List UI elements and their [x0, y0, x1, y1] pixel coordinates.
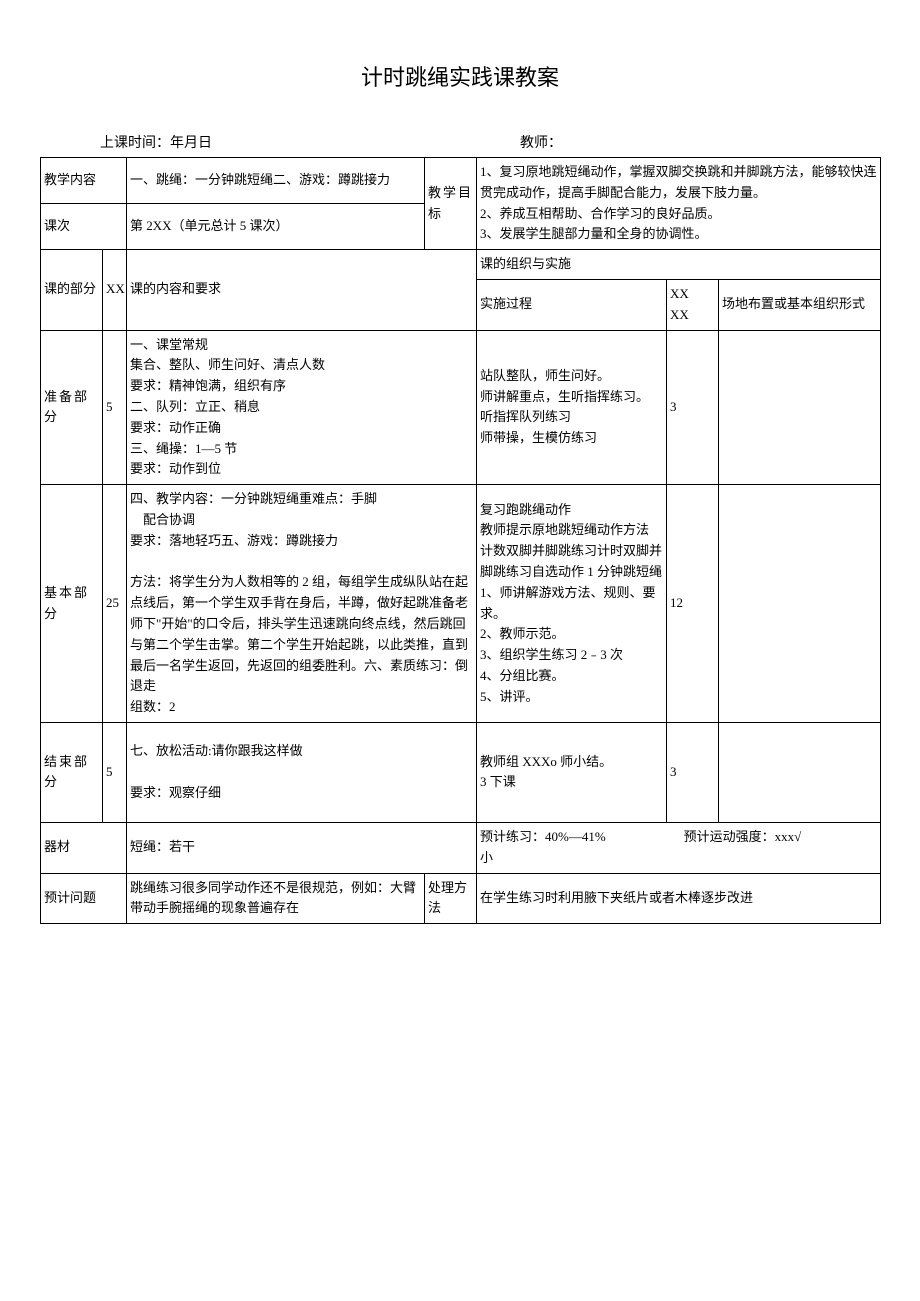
page-title: 计时跳绳实践课教案: [40, 60, 880, 92]
lesson-number: 第 2XX（单元总计 5 课次）: [127, 204, 425, 250]
label-content-req: 课的内容和要求: [127, 250, 477, 330]
label-part: 课的部分: [41, 250, 103, 330]
equip-right: 预计练习：40%—41% 预计运动强度：xxx√ 小: [477, 822, 881, 873]
table-row: 基本部分 25 四、教学内容：一分钟跳短绳重难点：手脚 配合协调 要求：落地轻巧…: [41, 485, 881, 723]
prep-content: 一、课堂常规 集合、整队、师生问好、清点人数 要求：精神饱满，组织有序 二、队列…: [127, 330, 477, 485]
header-teacher: 教师：: [460, 132, 880, 152]
prep-process: 站队整队，师生问好。 师讲解重点，生听指挥练习。 听指挥队列练习 师带操，生模仿…: [477, 330, 667, 485]
label-time-col: XX: [103, 250, 127, 330]
table-row: 结束部分 5 七、放松活动:请你跟我这样做 要求：观察仔细 教师组 XXXo 师…: [41, 722, 881, 822]
basic-content: 四、教学内容：一分钟跳短绳重难点：手脚 配合协调 要求：落地轻巧五、游戏：蹲跳接…: [127, 485, 477, 723]
basic-time: 25: [103, 485, 127, 723]
label-teaching-content: 教学内容: [41, 158, 127, 204]
equip-content: 短绳：若干: [127, 822, 477, 873]
label-times: XX XX: [667, 279, 719, 330]
lesson-plan-table: 教学内容 一、跳绳：一分钟跳短绳二、游戏：蹲跳接力 教学目标 1、复习原地跳短绳…: [40, 157, 881, 924]
label-goals: 教学目标: [425, 158, 477, 250]
basic-label: 基本部分: [41, 485, 103, 723]
table-row: 预计问题 跳绳练习很多同学动作还不是很规范，例如：大臂带动手腕摇绳的现象普遍存在…: [41, 873, 881, 924]
basic-times: 12: [667, 485, 719, 723]
method-content: 在学生练习时利用腋下夹纸片或者木棒逐步改进: [477, 873, 881, 924]
label-organization: 课的组织与实施: [477, 250, 881, 280]
header-row: 上课时间：年月日 教师：: [40, 132, 880, 152]
end-process: 教师组 XXXo 师小结。 3 下课: [477, 722, 667, 822]
basic-layout: [719, 485, 881, 723]
method-label: 处理方法: [425, 873, 477, 924]
prep-layout: [719, 330, 881, 485]
basic-process: 复习跑跳绳动作 教师提示原地跳短绳动作方法 计数双脚并脚跳练习计时双脚并脚跳练习…: [477, 485, 667, 723]
label-layout: 场地布置或基本组织形式: [719, 279, 881, 330]
problem-label: 预计问题: [41, 873, 127, 924]
teaching-content: 一、跳绳：一分钟跳短绳二、游戏：蹲跳接力: [127, 158, 425, 204]
prep-time: 5: [103, 330, 127, 485]
label-process: 实施过程: [477, 279, 667, 330]
end-label: 结束部分: [41, 722, 103, 822]
equip-label: 器材: [41, 822, 127, 873]
table-row: 器材 短绳：若干 预计练习：40%—41% 预计运动强度：xxx√ 小: [41, 822, 881, 873]
table-row: 准备部分 5 一、课堂常规 集合、整队、师生问好、清点人数 要求：精神饱满，组织…: [41, 330, 881, 485]
end-times: 3: [667, 722, 719, 822]
prep-label: 准备部分: [41, 330, 103, 485]
problem-content: 跳绳练习很多同学动作还不是很规范，例如：大臂带动手腕摇绳的现象普遍存在: [127, 873, 425, 924]
header-time: 上课时间：年月日: [40, 132, 460, 152]
teaching-goals: 1、复习原地跳短绳动作，掌握双脚交换跳和并脚跳方法，能够较快连贯完成动作，提高手…: [477, 158, 881, 250]
table-row: 教学内容 一、跳绳：一分钟跳短绳二、游戏：蹲跳接力 教学目标 1、复习原地跳短绳…: [41, 158, 881, 204]
prep-times: 3: [667, 330, 719, 485]
end-content: 七、放松活动:请你跟我这样做 要求：观察仔细: [127, 722, 477, 822]
end-layout: [719, 722, 881, 822]
end-time: 5: [103, 722, 127, 822]
label-lesson-number: 课次: [41, 204, 127, 250]
table-row: 课的部分 XX 课的内容和要求 课的组织与实施: [41, 250, 881, 280]
